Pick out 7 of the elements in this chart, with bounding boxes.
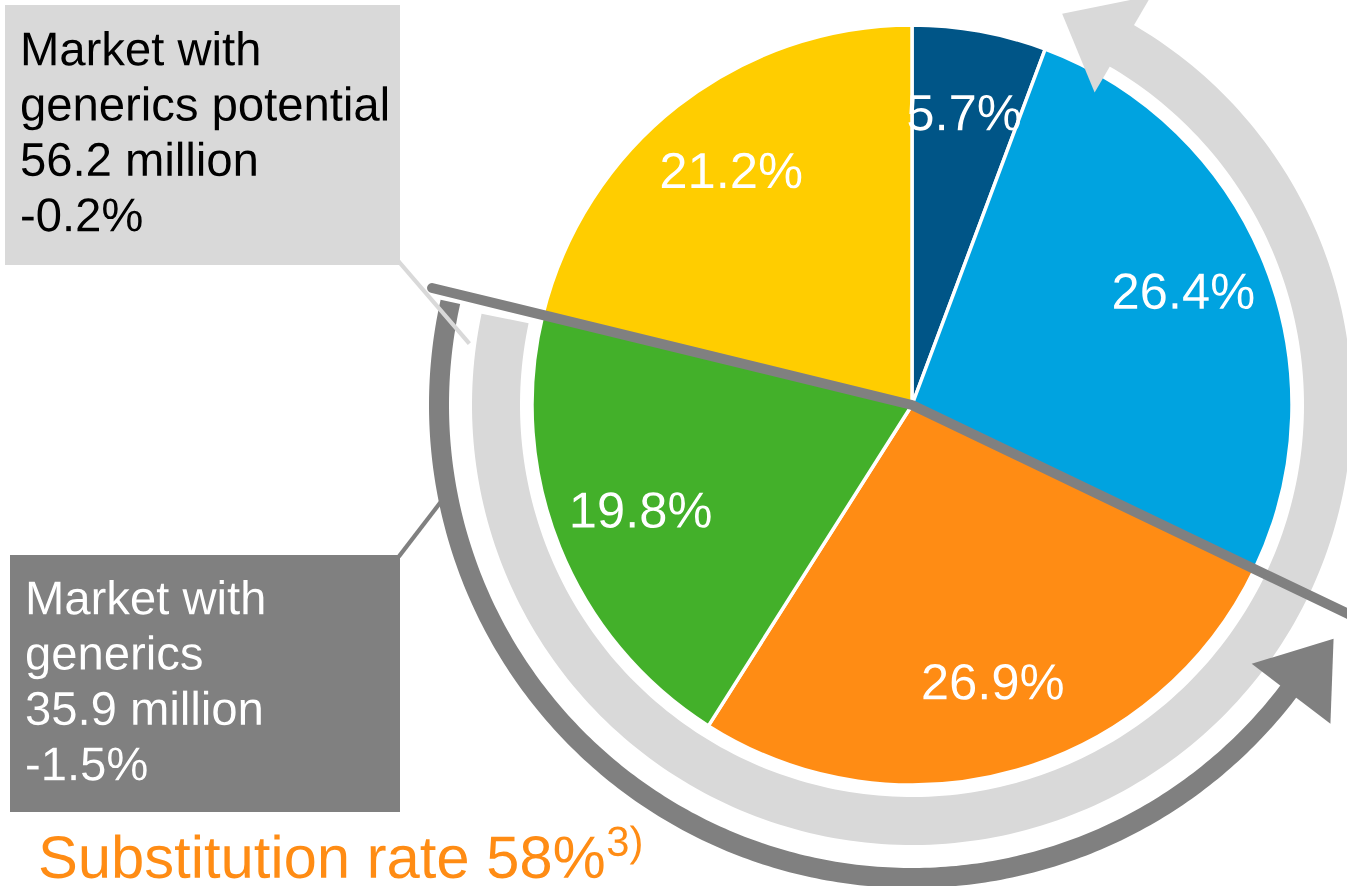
data-label: 26.4% [1114,273,1254,310]
text: Substitution rate 58%$^{3)}$ [40,825,641,879]
data-label: 19.8% [572,492,711,529]
data-label: 26.9% [923,663,1063,700]
text: Market with generics potential 56.2 million -0.2% [21,31,387,232]
text: Market with generics 35.9 million -1.5% [26,580,264,781]
data-label: 21.2% [661,152,802,189]
